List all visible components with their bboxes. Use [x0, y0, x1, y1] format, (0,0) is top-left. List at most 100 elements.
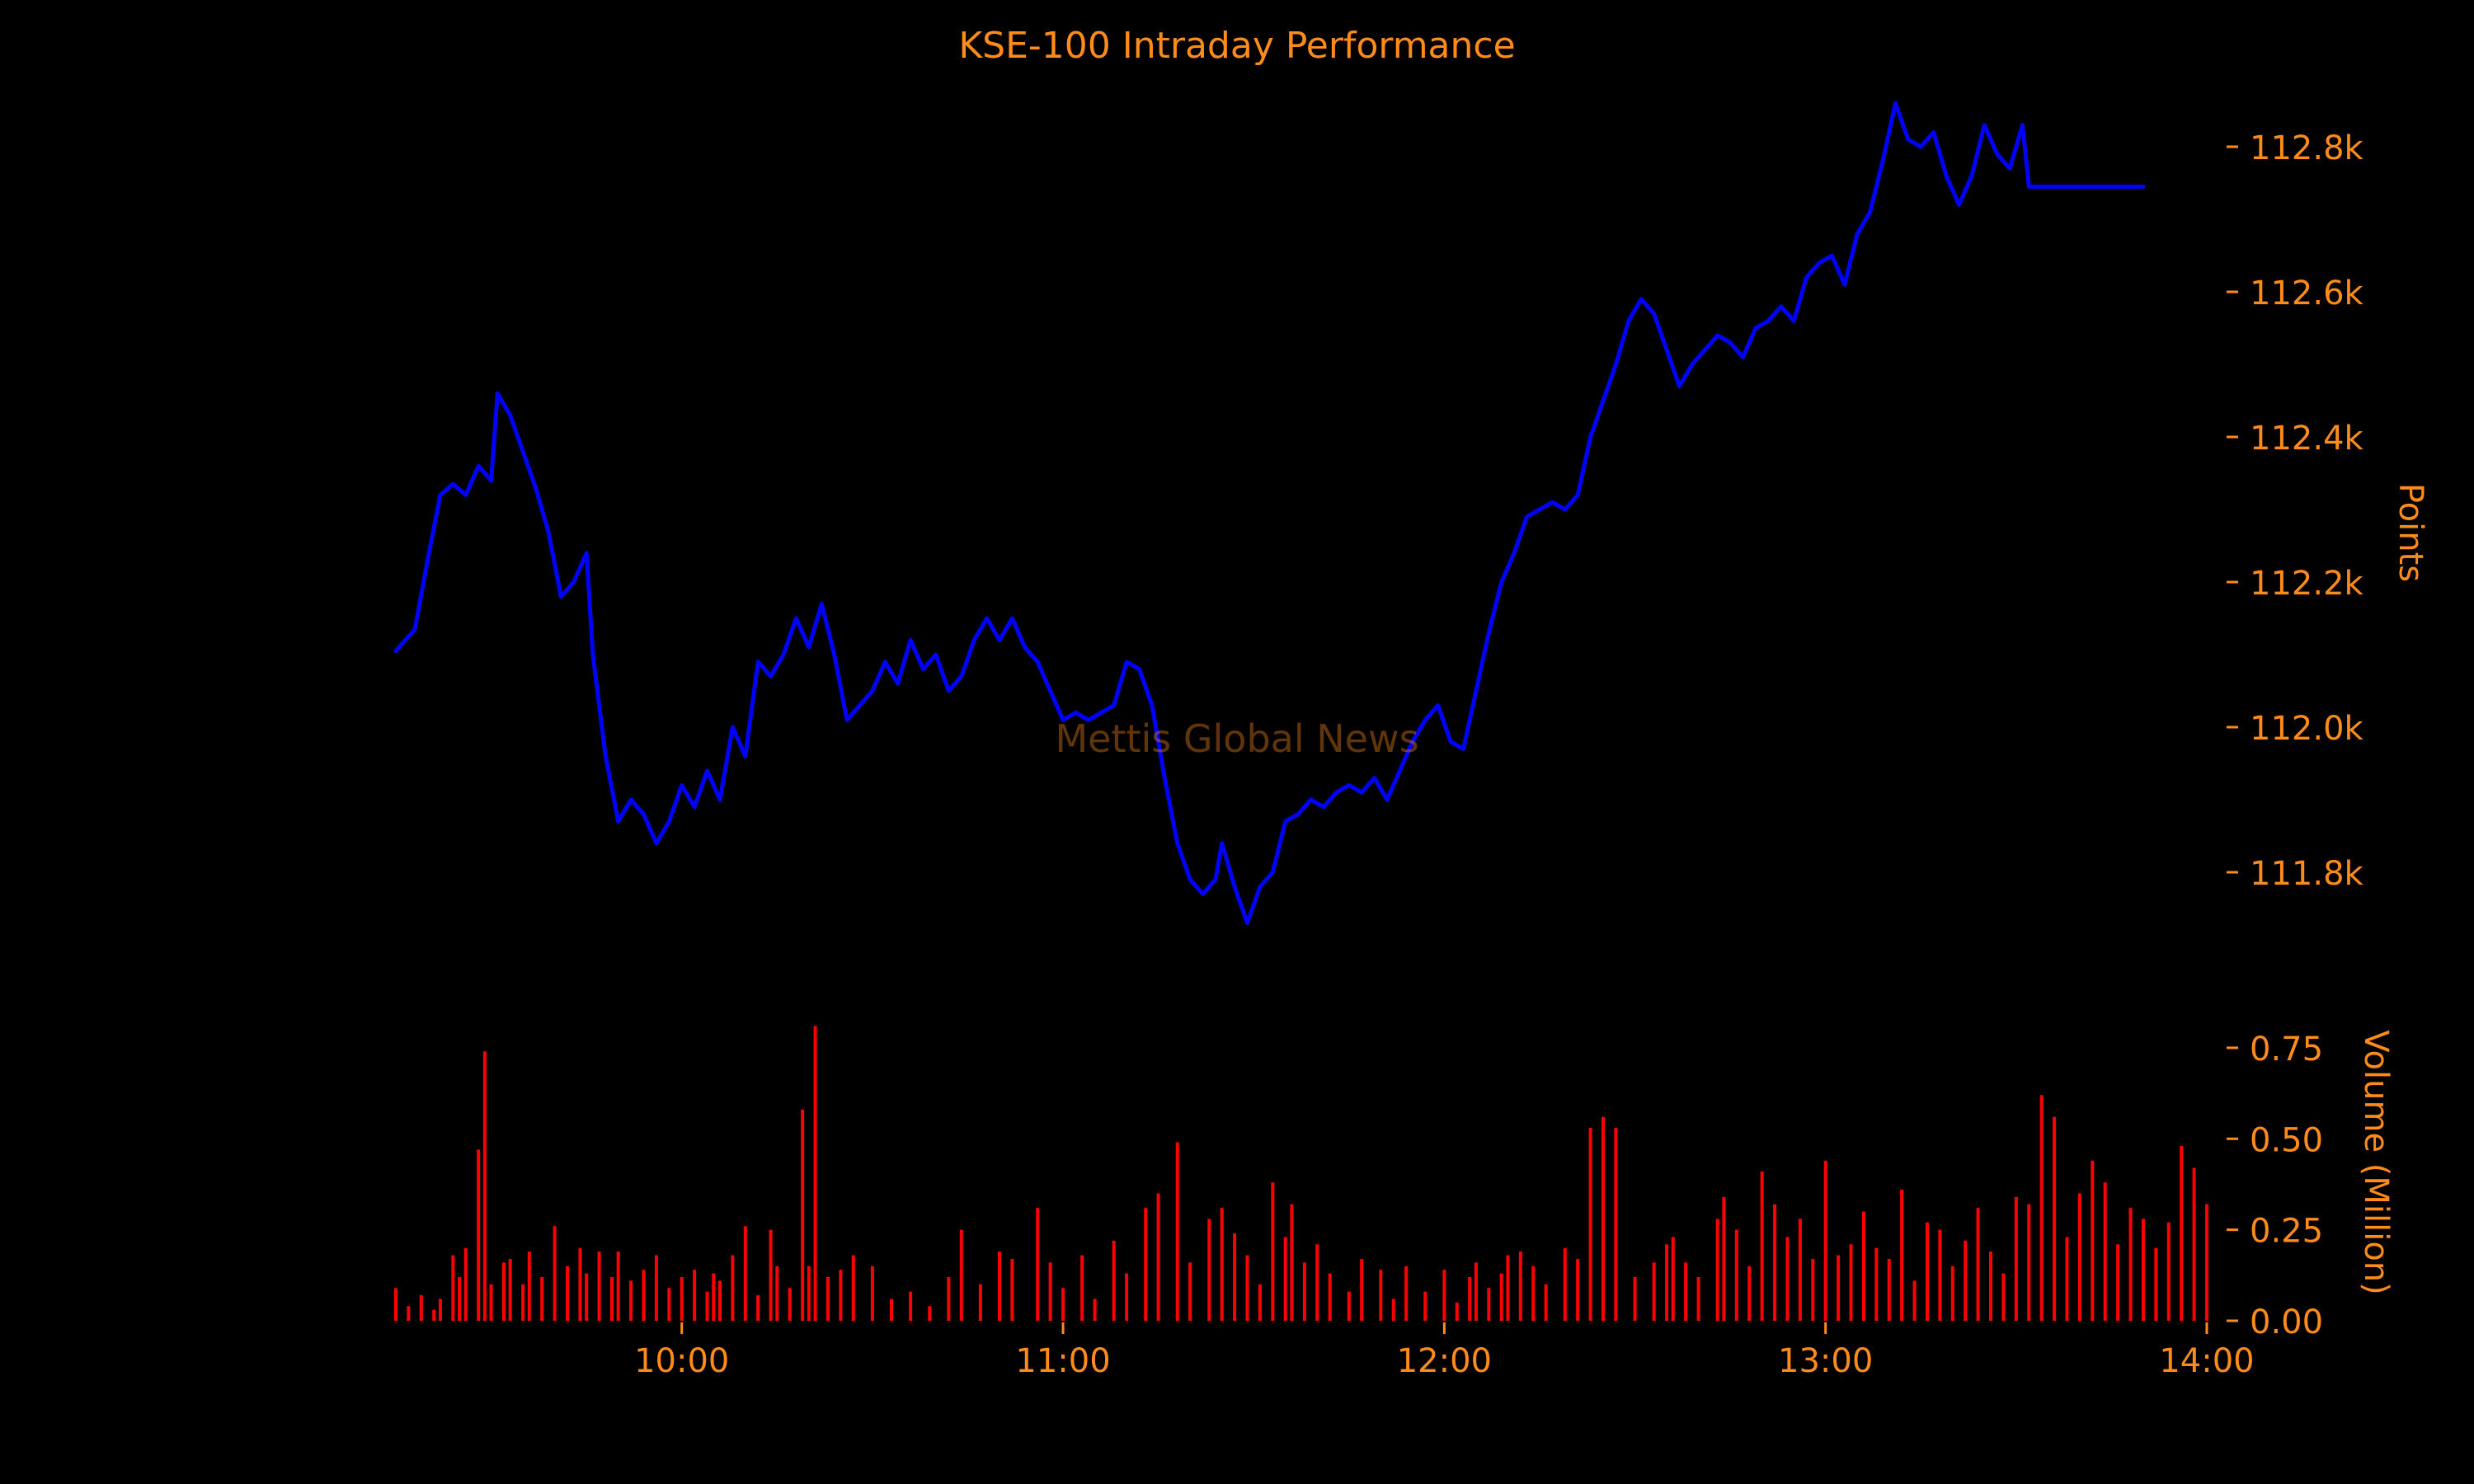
volume-bar — [851, 1255, 855, 1321]
volume-bar — [1290, 1204, 1294, 1321]
volume-bar — [1900, 1190, 1904, 1321]
volume-bar — [1588, 1128, 1592, 1321]
volume-bar — [2014, 1196, 2018, 1321]
x-tick-label: 13:00 — [1778, 1342, 1873, 1380]
volume-bar — [807, 1266, 811, 1321]
volume-bar — [482, 1051, 487, 1321]
volume-bar — [1861, 1211, 1865, 1321]
volume-bar — [788, 1288, 792, 1321]
volume-bar — [1080, 1255, 1084, 1321]
volume-bar — [2166, 1222, 2171, 1321]
volume-bar — [1602, 1116, 1605, 1321]
volume-bar — [489, 1284, 493, 1321]
volume-bar — [978, 1284, 982, 1321]
volume-bar — [959, 1229, 963, 1321]
volume-bar — [2116, 1244, 2120, 1321]
volume-bar — [1175, 1142, 1179, 1321]
volume-bar — [609, 1277, 614, 1321]
volume-bar — [501, 1262, 506, 1321]
volume-bar — [438, 1298, 442, 1321]
volume-bar — [451, 1255, 455, 1321]
volume-bar — [667, 1288, 671, 1321]
volume-bar — [1468, 1277, 1472, 1321]
volume-bar — [463, 1247, 468, 1321]
volume-bar — [1125, 1273, 1129, 1321]
x-tick-label: 11:00 — [1015, 1342, 1110, 1380]
volume-bar — [1696, 1277, 1700, 1321]
price-y-tick-label: 111.8k — [2250, 855, 2364, 893]
volume-bar — [553, 1226, 557, 1321]
volume-bar — [1271, 1182, 1275, 1321]
volume-bar — [1785, 1237, 1790, 1321]
volume-bar — [1245, 1255, 1249, 1321]
price-y-axis-label: Points — [2392, 483, 2429, 582]
volume-bar — [756, 1295, 760, 1321]
volume-bar — [1747, 1266, 1752, 1321]
volume-bar — [1302, 1262, 1306, 1321]
x-tick-label: 12:00 — [1397, 1342, 1492, 1380]
volume-bar — [1010, 1258, 1014, 1321]
volume-bar — [1811, 1258, 1815, 1321]
volume-bar — [1964, 1240, 1968, 1321]
x-tick-label: 10:00 — [634, 1342, 729, 1380]
volume-bar — [521, 1284, 525, 1321]
price-y-tick-label: 112.4k — [2250, 420, 2364, 458]
volume-bar — [693, 1270, 697, 1321]
volume-bar — [928, 1306, 932, 1321]
volume-bar — [578, 1247, 582, 1321]
volume-bar — [998, 1252, 1001, 1321]
volume-bar — [705, 1291, 709, 1321]
volume-bar — [1499, 1273, 1503, 1321]
volume-bar — [1938, 1229, 1942, 1321]
volume-plot: 0.00 0.25 0.50 0.75 Volume (Million) — [394, 1026, 2395, 1341]
volume-bar — [1531, 1266, 1536, 1321]
volume-bar — [1220, 1208, 1224, 1321]
volume-bar — [1715, 1219, 1719, 1321]
volume-bar — [1048, 1262, 1052, 1321]
volume-bar — [2039, 1095, 2044, 1321]
volume-bar — [477, 1149, 481, 1321]
volume-bar — [825, 1277, 830, 1321]
price-y-tick-label: 112.6k — [2250, 275, 2364, 312]
volume-bar — [909, 1291, 913, 1321]
volume-bar — [839, 1270, 843, 1321]
volume-bar — [407, 1306, 411, 1321]
volume-bar — [870, 1266, 874, 1321]
volume-bar — [1684, 1262, 1688, 1321]
volume-bar — [2027, 1204, 2031, 1321]
volume-bar — [1144, 1208, 1148, 1321]
volume-bar — [813, 1026, 817, 1321]
volume-bar — [1874, 1247, 1879, 1321]
volume-bar — [2154, 1247, 2158, 1321]
volume-bar — [1576, 1258, 1580, 1321]
x-tick-label: 14:00 — [2159, 1342, 2254, 1380]
volume-bar — [1188, 1262, 1192, 1321]
volume-bar — [629, 1280, 633, 1321]
volume-y-tick-label: 0.75 — [2250, 1031, 2323, 1068]
volume-bar — [2180, 1146, 2184, 1321]
volume-bar — [769, 1229, 773, 1321]
volume-bar — [1760, 1172, 1764, 1321]
price-line — [393, 101, 2146, 926]
volume-bar — [1925, 1222, 1929, 1321]
volume-bar — [1887, 1258, 1891, 1321]
volume-bar — [1665, 1244, 1669, 1321]
chart-title: KSE-100 Intraday Performance — [958, 25, 1515, 67]
volume-bar — [1207, 1219, 1211, 1321]
volume-bar — [2205, 1204, 2208, 1321]
volume-bar — [616, 1252, 620, 1321]
volume-bar — [2065, 1237, 2069, 1321]
volume-bar — [1036, 1208, 1040, 1321]
volume-bar — [2141, 1219, 2145, 1321]
volume-bar — [432, 1309, 436, 1321]
volume-bar — [1328, 1273, 1332, 1321]
volume-bar — [1404, 1266, 1409, 1321]
volume-y-tick-label: 0.50 — [2250, 1121, 2323, 1159]
volume-bar — [654, 1255, 658, 1321]
volume-y-axis: 0.00 0.25 0.50 0.75 — [2227, 1031, 2323, 1341]
volume-bar — [1391, 1298, 1395, 1321]
volume-bar — [1912, 1280, 1917, 1321]
volume-y-tick-label: 0.25 — [2250, 1213, 2323, 1251]
volume-bar — [1722, 1196, 1726, 1321]
